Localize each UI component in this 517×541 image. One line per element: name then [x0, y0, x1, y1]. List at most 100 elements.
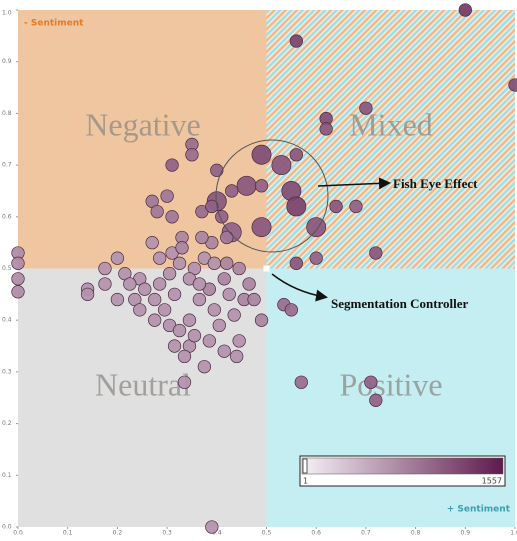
point — [230, 349, 244, 364]
point — [225, 184, 239, 198]
x-tick-label: 1.0 — [510, 530, 517, 537]
point — [205, 199, 219, 214]
fisheye-label: Fish Eye Effect — [393, 176, 478, 191]
point — [148, 313, 162, 327]
point — [185, 148, 199, 162]
y-tick-label: 0.9 — [2, 58, 12, 65]
point — [167, 339, 182, 353]
point — [145, 235, 159, 250]
point — [227, 308, 241, 322]
point — [232, 334, 246, 348]
point — [11, 272, 25, 286]
legend-selector — [302, 458, 308, 474]
point — [148, 292, 162, 307]
point — [289, 148, 303, 162]
y-tick-label: 0.7 — [2, 162, 12, 169]
x-tick-label: 0.7 — [361, 530, 371, 537]
segmentation-label: Segmentation Controller — [331, 296, 469, 311]
point — [175, 241, 189, 255]
point — [165, 210, 179, 224]
x-tick-label: 0.8 — [411, 530, 421, 537]
y-tick-label: 0.5 — [2, 265, 12, 272]
x-tick-label: 0.2 — [113, 530, 123, 537]
point — [284, 303, 299, 317]
point — [177, 375, 192, 389]
point — [98, 277, 112, 291]
point — [165, 158, 179, 172]
point — [80, 287, 95, 302]
point — [197, 360, 212, 374]
point — [150, 204, 164, 219]
point — [369, 246, 383, 260]
fisheye-lens — [215, 139, 329, 253]
point — [220, 230, 234, 245]
point — [349, 199, 363, 214]
legend-gradient — [301, 457, 504, 475]
point — [195, 230, 209, 245]
y-tick-label: 0.6 — [2, 213, 12, 220]
point — [220, 256, 234, 270]
x-tick-label: 0.1 — [63, 530, 73, 537]
point — [369, 393, 383, 407]
point — [192, 292, 207, 307]
x-tick-label: 0.0 — [13, 530, 23, 537]
point — [329, 199, 343, 214]
x-tick-label: 0.5 — [262, 530, 272, 537]
point — [294, 375, 308, 389]
point — [217, 344, 231, 358]
point — [162, 267, 177, 281]
point — [508, 78, 517, 92]
segmentation-arrow — [271, 273, 328, 302]
x-tick-label: 0.6 — [311, 530, 321, 537]
legend-min-label: 1 — [303, 477, 308, 486]
point — [309, 251, 323, 265]
point — [167, 287, 182, 302]
overlay: Fish Eye Effect Segmentation Controller 1 1… — [215, 139, 506, 487]
point — [11, 285, 25, 299]
point — [364, 375, 378, 389]
point — [359, 101, 373, 115]
legend-max-label: 1557 — [482, 477, 502, 486]
point — [212, 318, 226, 333]
point — [123, 277, 137, 291]
point — [192, 277, 207, 291]
y-tick-label: 0.0 — [2, 524, 12, 531]
quadrant-label: Negative — [85, 106, 201, 142]
point — [138, 282, 152, 296]
point — [254, 313, 269, 327]
point — [172, 323, 187, 338]
quadrant-label: Positive — [339, 366, 442, 402]
point — [289, 256, 303, 270]
negative-sentiment-label: - Sentiment — [24, 19, 84, 29]
point — [202, 334, 216, 348]
point — [232, 261, 246, 276]
point — [152, 251, 167, 265]
y-tick-label: 0.8 — [2, 110, 12, 117]
y-tick-label: 0.4 — [2, 317, 12, 324]
y-tick-label: 0.1 — [2, 472, 12, 479]
y-tick-label: 0.3 — [2, 368, 12, 375]
point — [289, 34, 303, 48]
x-tick-label: 0.3 — [162, 530, 172, 537]
point — [247, 292, 261, 307]
fisheye-arrow — [317, 177, 391, 190]
point — [306, 217, 327, 238]
point — [217, 272, 231, 286]
point — [207, 256, 221, 270]
positive-sentiment-label: + Sentiment — [447, 505, 511, 515]
point — [251, 144, 272, 165]
point — [110, 251, 125, 265]
point — [207, 303, 221, 317]
points — [11, 3, 517, 534]
point — [210, 163, 224, 177]
x-tick-label: 0.9 — [461, 530, 471, 537]
point — [319, 122, 333, 136]
y-tick-label: 1.0 — [2, 10, 12, 17]
x-tick-label: 0.4 — [212, 530, 222, 537]
ticks: 0.0 0.1 0.2 0.3 0.4 0.5 0.6 0.7 0.8 0.9 1.0 0.0 0.1 0… — [2, 9, 517, 537]
point — [222, 287, 236, 302]
point — [182, 313, 197, 327]
point — [254, 179, 269, 193]
